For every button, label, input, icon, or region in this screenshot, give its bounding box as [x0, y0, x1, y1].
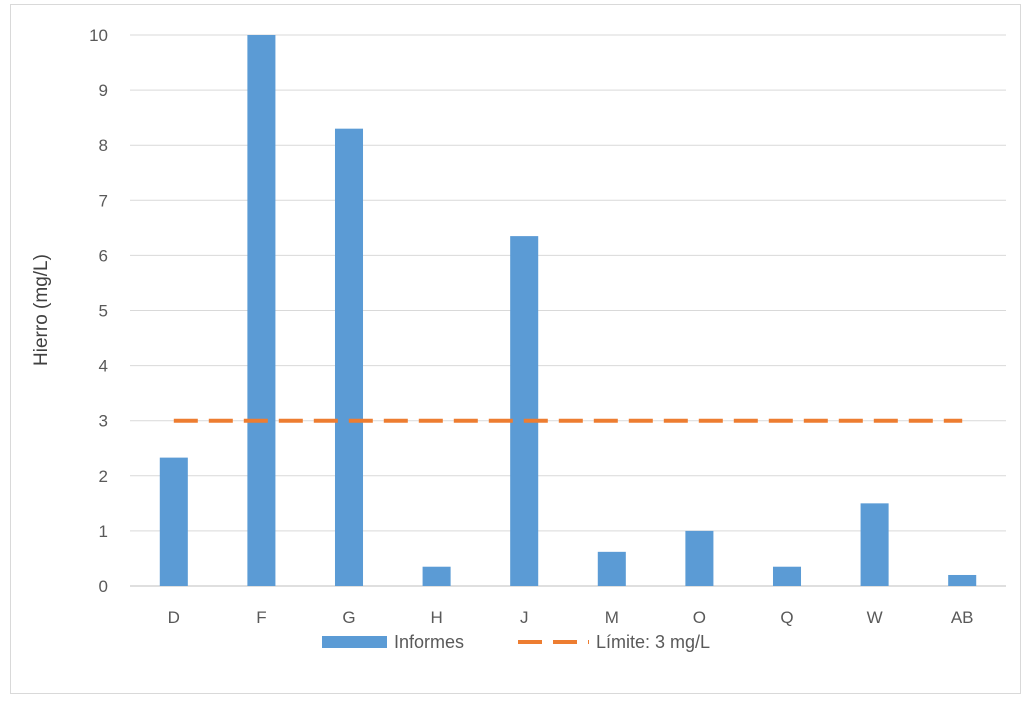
bar-o [685, 530, 714, 586]
bar-w [860, 503, 889, 586]
legend-line-label: Límite: 3 mg/L [596, 632, 710, 652]
gridlines [130, 34, 1006, 587]
bar-f [247, 35, 276, 586]
y-tick-label: 10 [89, 26, 108, 45]
x-tick-label: AB [951, 608, 974, 627]
y-tick-label: 2 [99, 467, 108, 486]
bar-ab [948, 574, 977, 586]
legend-bar-swatch [322, 636, 387, 648]
x-tick-label: J [520, 608, 529, 627]
legend-bar-label: Informes [394, 632, 464, 652]
y-tick-label: 4 [99, 357, 108, 376]
y-tick-label: 5 [99, 302, 108, 321]
y-tick-labels: 0 1 2 3 4 5 6 7 8 9 10 [89, 26, 108, 596]
x-tick-label: F [256, 608, 266, 627]
bar-d [159, 457, 188, 586]
x-tick-label: D [168, 608, 180, 627]
bar-h [422, 566, 451, 586]
x-tick-labels: D F G H J M O Q W AB [168, 608, 974, 627]
y-tick-label: 3 [99, 412, 108, 431]
x-tick-label: G [342, 608, 355, 627]
x-tick-label: M [605, 608, 619, 627]
y-tick-label: 0 [99, 577, 108, 596]
bar-series [159, 35, 977, 587]
y-axis-title: Hierro (mg/L) [31, 254, 52, 366]
bar-q [772, 566, 802, 586]
y-tick-label: 8 [99, 136, 108, 155]
legend: Informes Límite: 3 mg/L [322, 632, 710, 652]
y-tick-label: 9 [99, 81, 108, 100]
y-tick-label: 7 [99, 191, 108, 210]
bar-j [510, 236, 539, 587]
x-tick-label: H [430, 608, 442, 627]
y-tick-label: 6 [99, 246, 108, 265]
x-tick-label: W [867, 608, 883, 627]
x-tick-label: Q [780, 608, 793, 627]
y-tick-label: 1 [99, 522, 108, 541]
bar-g [334, 128, 364, 587]
bar-m [597, 551, 626, 586]
x-tick-label: O [693, 608, 706, 627]
